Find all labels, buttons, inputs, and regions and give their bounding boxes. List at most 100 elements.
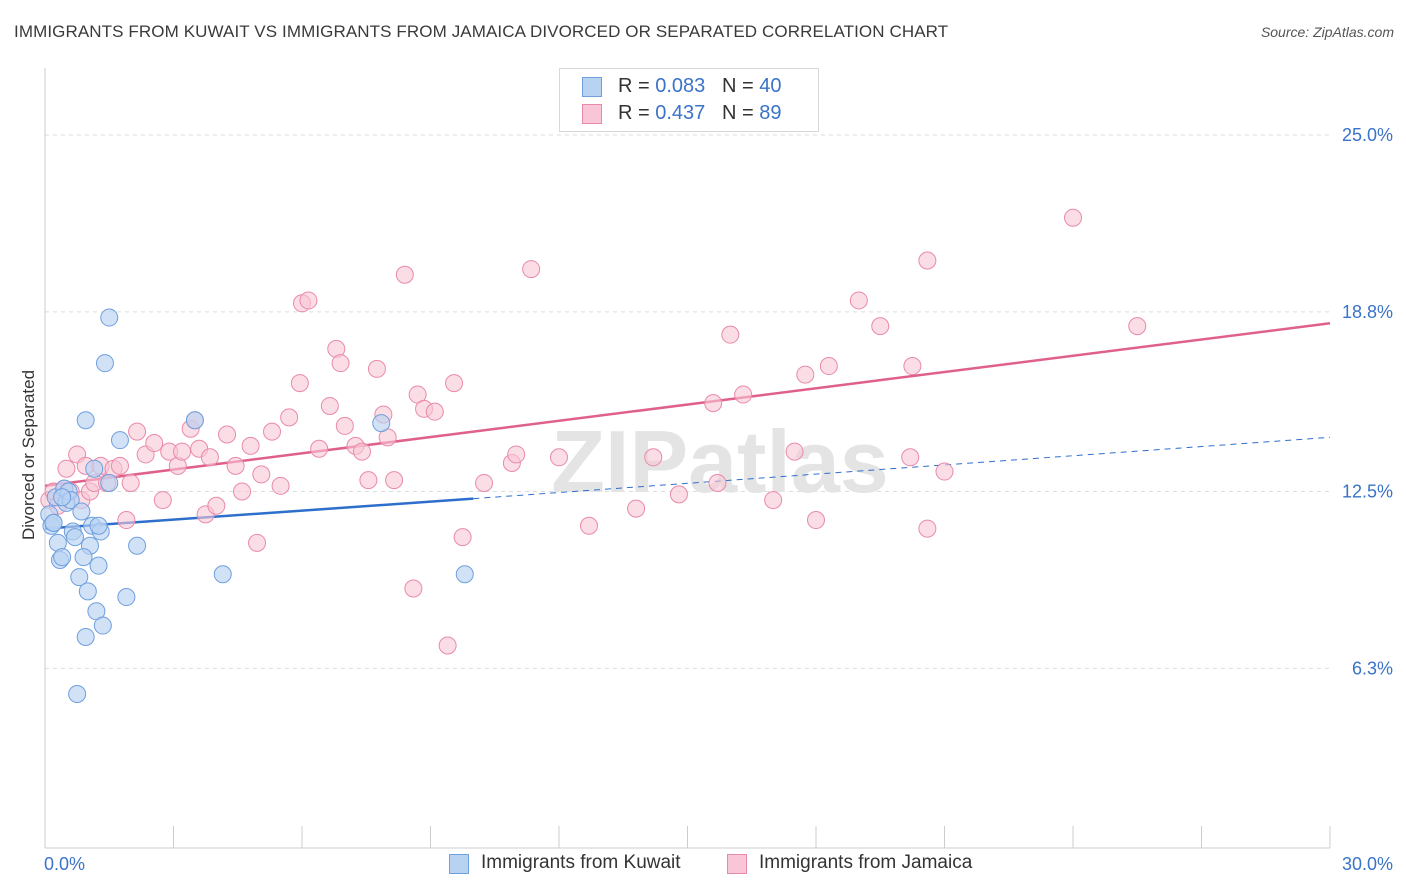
jamaica-point xyxy=(121,473,140,492)
jamaica-point xyxy=(57,459,76,478)
kuwait-point xyxy=(372,414,391,433)
jamaica-point xyxy=(299,291,318,310)
jamaica-point xyxy=(522,260,541,279)
source-label: Source: ZipAtlas.com xyxy=(1260,24,1394,40)
jamaica-point xyxy=(352,442,371,461)
y-tick-label-0: 6.3% xyxy=(1352,658,1393,678)
jamaica-point xyxy=(918,251,937,270)
grid-lines xyxy=(45,134,1330,669)
kuwait-n-value: 40 xyxy=(759,75,782,97)
kuwait-point xyxy=(76,627,95,646)
kuwait-point xyxy=(76,411,95,430)
x-tick-label-1: 30.0% xyxy=(1342,854,1393,874)
jamaica-point xyxy=(819,357,838,376)
kuwait-legend-label: Immigrants from Kuwait xyxy=(481,852,681,873)
jamaica-point xyxy=(550,448,568,467)
jamaica-point xyxy=(871,317,890,336)
r-label: R = xyxy=(618,75,650,97)
jamaica-point xyxy=(404,579,423,598)
jamaica-point xyxy=(252,465,271,484)
kuwait-point xyxy=(53,488,72,507)
jamaica-point xyxy=(453,528,472,547)
kuwait-point xyxy=(100,473,119,492)
jamaica-point xyxy=(241,436,260,455)
jamaica-point xyxy=(335,416,354,435)
jamaica-r-value: 0.437 xyxy=(655,102,706,124)
jamaica-point xyxy=(579,516,598,535)
jamaica-point xyxy=(438,636,457,655)
jamaica-point xyxy=(1064,208,1082,227)
jamaica-point xyxy=(903,357,922,376)
kuwait-point xyxy=(95,354,114,373)
jamaica-point xyxy=(627,499,646,518)
x-tick-label-0: 0.0% xyxy=(44,854,85,874)
jamaica-point xyxy=(233,482,252,501)
jamaica-point xyxy=(359,471,378,490)
jamaica-points xyxy=(40,208,1147,655)
y-tick-label-2: 18.8% xyxy=(1342,302,1393,322)
jamaica-point xyxy=(173,442,192,461)
jamaica-point xyxy=(367,359,386,378)
jamaica-point xyxy=(271,476,290,495)
jamaica-point xyxy=(918,519,937,538)
kuwait-swatch xyxy=(582,77,602,97)
jamaica-point xyxy=(734,385,753,404)
jamaica-point xyxy=(849,291,868,310)
chart-title: IMMIGRANTS FROM KUWAIT VS IMMIGRANTS FRO… xyxy=(14,22,949,41)
jamaica-point xyxy=(785,442,804,461)
jamaica-point xyxy=(200,448,219,467)
trend-lines xyxy=(44,322,1331,530)
kuwait-point xyxy=(100,308,119,327)
jamaica-point xyxy=(507,445,526,464)
jamaica-legend-swatch xyxy=(727,854,747,874)
jamaica-point xyxy=(117,511,136,530)
jamaica-point xyxy=(445,374,464,393)
kuwait-point xyxy=(44,513,63,532)
jamaica-point xyxy=(218,425,237,444)
jamaica-point xyxy=(721,325,740,344)
kuwait-point xyxy=(93,616,112,635)
kuwait-trend-line xyxy=(44,497,474,530)
kuwait-point xyxy=(70,568,89,587)
jamaica-point xyxy=(935,462,954,481)
jamaica-point xyxy=(280,408,299,427)
kuwait-point xyxy=(53,548,72,567)
jamaica-n-value: 89 xyxy=(759,102,782,124)
jamaica-trend-line xyxy=(44,322,1331,488)
jamaica-point xyxy=(226,456,245,475)
kuwait-point xyxy=(213,565,232,584)
jamaica-point xyxy=(263,422,282,441)
jamaica-point xyxy=(807,511,825,530)
jamaica-point xyxy=(128,422,147,441)
kuwait-point xyxy=(68,685,87,703)
jamaica-legend-label: Immigrants from Jamaica xyxy=(759,852,973,873)
y-tick-label-3: 25.0% xyxy=(1342,125,1393,145)
jamaica-point xyxy=(901,448,920,467)
n-label: N = xyxy=(721,75,754,97)
jamaica-point xyxy=(669,485,688,504)
jamaica-swatch xyxy=(582,104,602,124)
jamaica-point xyxy=(207,496,226,515)
kuwait-legend-swatch xyxy=(449,854,469,874)
n-label: N = xyxy=(721,102,754,124)
kuwait-trend-extension xyxy=(473,436,1331,500)
kuwait-r-value: 0.083 xyxy=(655,75,706,97)
kuwait-point xyxy=(128,536,147,555)
jamaica-point xyxy=(331,354,350,373)
kuwait-point xyxy=(110,431,129,450)
stats-legend: R = 0.083 N = 40 R = 0.437 N = 89 xyxy=(559,68,819,132)
kuwait-point xyxy=(78,582,97,601)
tick-labels: 6.3% 12.5% 18.8% 25.0% 0.0% 30.0% xyxy=(44,125,1393,874)
kuwait-point xyxy=(455,565,474,584)
jamaica-point xyxy=(110,456,129,475)
jamaica-point xyxy=(248,533,267,552)
jamaica-point xyxy=(310,439,329,458)
jamaica-point xyxy=(704,394,723,413)
y-tick-label-1: 12.5% xyxy=(1342,482,1393,502)
jamaica-point xyxy=(153,491,172,510)
kuwait-points xyxy=(40,308,474,703)
jamaica-point xyxy=(475,473,494,492)
y-axis-label: Divorced or Separated xyxy=(19,370,38,540)
kuwait-point xyxy=(72,502,91,521)
jamaica-point xyxy=(425,402,444,421)
